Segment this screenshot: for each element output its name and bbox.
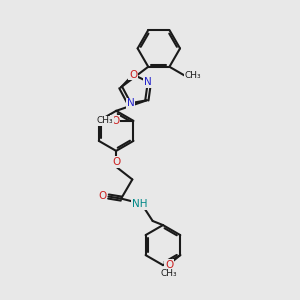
Text: O: O <box>111 116 119 126</box>
Text: N: N <box>144 77 152 88</box>
Text: O: O <box>112 157 120 167</box>
Text: NH: NH <box>132 199 147 209</box>
Text: CH₃: CH₃ <box>185 71 201 80</box>
Text: O: O <box>165 260 173 269</box>
Text: O: O <box>98 190 106 201</box>
Text: CH₃: CH₃ <box>96 116 113 125</box>
Text: N: N <box>127 98 134 108</box>
Text: O: O <box>129 70 137 80</box>
Text: CH₃: CH₃ <box>160 269 177 278</box>
